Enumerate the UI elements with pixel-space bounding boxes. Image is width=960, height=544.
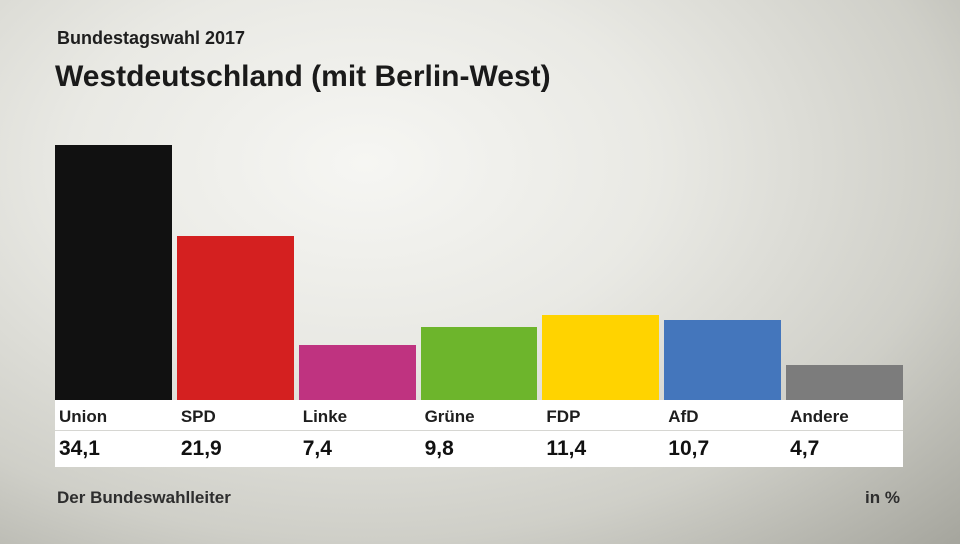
- party-value-row: 34,1 21,9 7,4 9,8 11,4 10,7 4,7: [55, 431, 903, 467]
- chart-subtitle: Bundestagswahl 2017: [57, 28, 246, 48]
- page-title: Westdeutschland (mit Berlin-West): [55, 60, 551, 93]
- party-value-linke: 7,4: [302, 437, 332, 460]
- party-value-andere: 4,7: [790, 437, 820, 460]
- bar-afd: [664, 320, 782, 400]
- party-label-afd: AfD: [668, 407, 699, 426]
- party-label-fdp: FDP: [546, 407, 581, 426]
- party-name-row: Union SPD Linke Grüne FDP AfD Andere: [55, 400, 903, 430]
- bar-andere: [786, 365, 904, 400]
- party-value-union: 34,1: [59, 437, 100, 460]
- party-value-fdp: 11,4: [546, 437, 587, 460]
- bar-union: [55, 145, 172, 400]
- party-label-gr-ne: Grüne: [424, 407, 475, 426]
- party-label-union: Union: [59, 407, 108, 426]
- bar-spd: [176, 236, 294, 400]
- party-value-afd: 10,7: [668, 437, 710, 460]
- label-divider: [55, 430, 903, 431]
- party-label-spd: SPD: [180, 407, 216, 426]
- label-band: Union SPD Linke Grüne FDP AfD Andere 34,1 21,9 7…: [55, 400, 903, 467]
- party-label-linke: Linke: [302, 407, 348, 426]
- bar-linke: [298, 345, 416, 400]
- party-value-spd: 21,9: [180, 437, 222, 460]
- source-credit: Der Bundeswahlleiter: [57, 488, 231, 507]
- unit-label: in %: [865, 488, 900, 507]
- party-value-gr-ne: 9,8: [424, 437, 454, 460]
- party-label-andere: Andere: [790, 407, 849, 426]
- bar-chart: [55, 145, 904, 400]
- bar-fdp: [542, 315, 660, 400]
- bar-gr-ne: [420, 327, 538, 400]
